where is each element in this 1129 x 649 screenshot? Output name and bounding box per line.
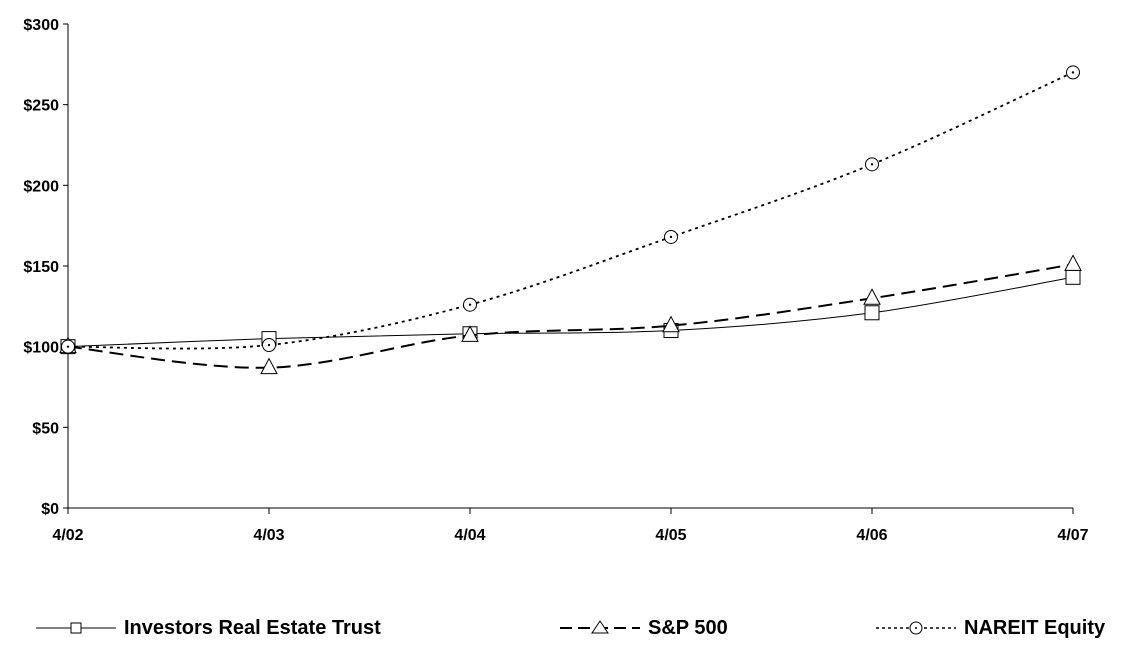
x-tick-label: 4/03 — [253, 527, 284, 544]
y-tick-label: $200 — [23, 178, 59, 195]
data-point-square — [1065, 269, 1081, 285]
data-point-circle-center — [669, 235, 673, 239]
legend-item-nareit-equity: NAREIT Equity — [874, 610, 1105, 646]
x-tick-label: 4/06 — [856, 527, 887, 544]
y-tick-label: $150 — [23, 259, 59, 276]
data-point-triangle — [863, 288, 881, 305]
data-point-circle-center — [1071, 71, 1075, 74]
data-point-circle-center — [267, 343, 271, 347]
y-tick-label: $100 — [23, 340, 59, 357]
axes — [63, 23, 1074, 514]
series-layer — [59, 65, 1082, 375]
data-point-circle-center — [870, 163, 874, 166]
data-point-triangle — [260, 357, 278, 375]
x-tick-label: 4/02 — [52, 527, 83, 544]
x-tick-label: 4/07 — [1057, 527, 1088, 544]
x-tick-label: 4/05 — [655, 527, 686, 544]
data-point-triangle — [662, 315, 680, 333]
legend-label-series-3: NAREIT Equity — [964, 616, 1106, 639]
series-line-2 — [67, 263, 1074, 369]
series-line-1 — [67, 276, 1074, 348]
y-tick-labels: $0 $50 $100 $150 $200 $250 $300 — [23, 17, 59, 518]
legend-swatch-triangle-dashed — [560, 620, 640, 634]
legend-item-sp-500: S&P 500 — [558, 610, 728, 646]
legend-label-series-1: Investors Real Estate Trust — [124, 616, 381, 639]
legend: Investors Real Estate Trust S&P 500 NARE… — [0, 610, 1129, 646]
legend-label-series-2: S&P 500 — [648, 616, 728, 639]
y-tick-label: $50 — [32, 420, 59, 437]
data-point-triangle — [461, 325, 479, 342]
line-chart: $0$50$100$150$200$250$300 4/02 4/03 4/04 4/… — [23, 17, 1088, 544]
series-line-3 — [67, 71, 1074, 350]
y-tick-label: $0 — [41, 501, 59, 518]
data-point-triangle — [1064, 254, 1082, 271]
data-point-circle-center — [468, 303, 472, 306]
data-point-circle-center — [66, 345, 70, 348]
data-point-square — [864, 305, 880, 321]
y-tick-label: $250 — [23, 98, 59, 115]
legend-swatch-circle-dotted — [876, 621, 956, 635]
x-tick-label: 4/04 — [454, 527, 485, 544]
legend-item-investors-real-estate-trust: Investors Real Estate Trust — [34, 610, 381, 646]
y-tick-label: $300 — [23, 17, 59, 34]
x-tick-labels: 4/02 4/03 4/04 4/05 4/06 4/07 — [52, 527, 1088, 544]
legend-swatch-square-solid — [36, 622, 116, 634]
